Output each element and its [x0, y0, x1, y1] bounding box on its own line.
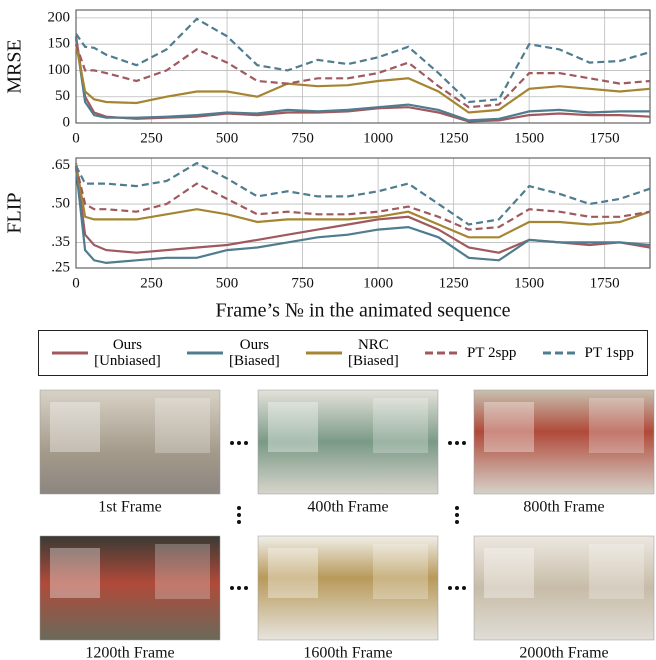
- series-line: [76, 166, 650, 230]
- x-tick-label: 1750: [590, 130, 620, 146]
- legend-swatch: [52, 349, 88, 357]
- x-tick-label: 1000: [363, 275, 393, 291]
- x-tick-label: 1500: [514, 130, 544, 146]
- frame-building: [589, 398, 644, 453]
- legend-swatch: [425, 349, 461, 357]
- y-axis-label: FLIP: [4, 192, 26, 233]
- frame-building: [50, 402, 100, 452]
- legend-item: PT 2spp: [425, 345, 516, 361]
- legend-item: Ours [Biased]: [187, 337, 280, 369]
- x-tick-label: 1000: [363, 130, 393, 146]
- frame-caption: 2000th Frame: [519, 645, 608, 660]
- x-tick-label: 0: [72, 275, 80, 291]
- x-tick-label: 0: [72, 130, 80, 146]
- y-tick-label: .50: [51, 195, 70, 211]
- legend-label: Ours [Unbiased]: [94, 337, 161, 369]
- legend-swatch: [306, 349, 342, 357]
- frame-building: [373, 398, 428, 453]
- frame-caption: 800th Frame: [523, 499, 604, 516]
- frame-thumbnail: [258, 536, 438, 640]
- legend-item: Ours [Unbiased]: [52, 337, 161, 369]
- frame-building: [373, 544, 428, 599]
- y-tick-label: 100: [48, 62, 71, 78]
- frame-thumbnail: [258, 390, 438, 494]
- x-tick-label: 1250: [439, 130, 469, 146]
- page: {"chart_data": [ {"type": "line", "y_lab…: [0, 0, 656, 660]
- x-tick-label: 250: [140, 275, 163, 291]
- frame-building: [268, 548, 318, 598]
- y-tick-label: 50: [55, 88, 70, 104]
- legend-label: PT 2spp: [467, 345, 516, 361]
- legend-item: PT 1spp: [543, 345, 634, 361]
- series-line: [76, 166, 650, 253]
- y-tick-label: 200: [48, 9, 71, 25]
- legend-swatch: [187, 349, 223, 357]
- y-tick-label: 0: [63, 114, 71, 130]
- legend-label: Ours [Biased]: [229, 337, 280, 369]
- frame-building: [484, 402, 534, 452]
- x-tick-label: 250: [140, 130, 163, 146]
- x-tick-label: 500: [216, 275, 239, 291]
- frame-building: [155, 398, 210, 453]
- frame-thumbnail: [474, 536, 654, 640]
- frame-building: [155, 544, 210, 599]
- y-axis-label: MRSE: [4, 39, 26, 93]
- x-tick-label: 1500: [514, 275, 544, 291]
- legend-item: NRC [Biased]: [306, 337, 399, 369]
- frame-caption: 400th Frame: [307, 499, 388, 516]
- frame-caption: 1200th Frame: [85, 645, 174, 660]
- x-tick-label: 750: [291, 275, 314, 291]
- frame-caption: 1600th Frame: [303, 645, 392, 660]
- frame-caption: 1st Frame: [98, 499, 162, 516]
- y-tick-label: .35: [51, 234, 70, 250]
- frame-thumbnail: [40, 536, 220, 640]
- legend-label: PT 1spp: [585, 345, 634, 361]
- legend: Ours [Unbiased] Ours [Biased] NRC [Biased]…: [38, 330, 648, 376]
- x-tick-label: 500: [216, 130, 239, 146]
- frame-thumbnail: [474, 390, 654, 494]
- frame-building: [484, 548, 534, 598]
- frame-building: [589, 544, 644, 599]
- plot-frame: [76, 10, 650, 123]
- frame-thumbnail: [40, 390, 220, 494]
- series-line: [76, 163, 650, 237]
- x-tick-label: 750: [291, 130, 314, 146]
- x-tick-label: 1750: [590, 275, 620, 291]
- series-line: [76, 19, 650, 102]
- x-axis-label: Frame’s № in the animated sequence: [215, 300, 510, 322]
- legend-label: NRC [Biased]: [348, 337, 399, 369]
- x-tick-label: 1250: [439, 275, 469, 291]
- legend-swatch: [543, 349, 579, 357]
- y-tick-label: .65: [51, 157, 70, 173]
- frame-building: [50, 548, 100, 598]
- y-tick-label: 150: [48, 36, 71, 52]
- series-line: [76, 44, 650, 112]
- y-tick-label: .25: [51, 259, 70, 275]
- frame-building: [268, 402, 318, 452]
